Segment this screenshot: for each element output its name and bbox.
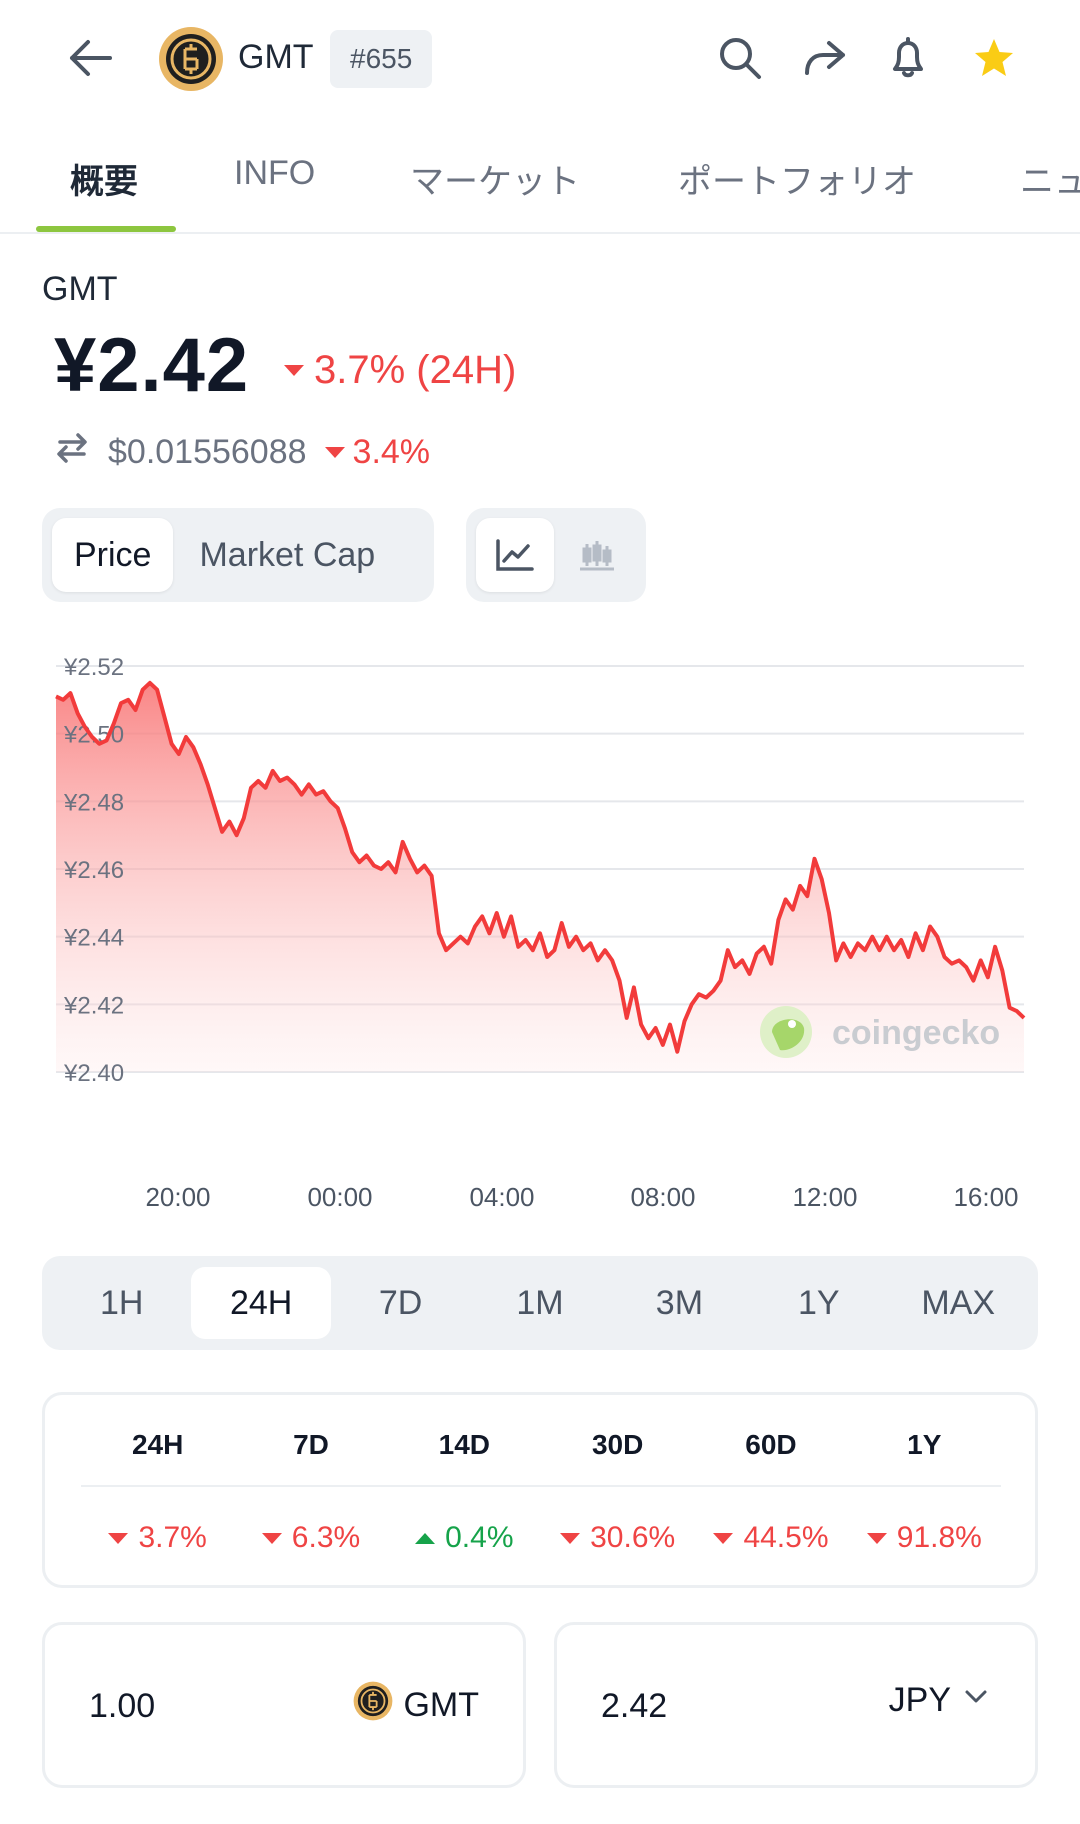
period-change-cell: 3.7% (81, 1521, 234, 1555)
share-icon[interactable] (798, 32, 850, 84)
currency-dropdown[interactable]: JPY (889, 1681, 991, 1720)
caret-up-icon (415, 1532, 436, 1544)
usd-price: $0.01556088 (108, 433, 307, 471)
x-tick-label: 04:00 (469, 1182, 534, 1212)
converter-from-currency: GMT (353, 1681, 479, 1730)
period-change-cell: 91.8% (848, 1521, 1001, 1555)
period-change-value: 6.3% (291, 1521, 361, 1554)
y-tick-label: ¥2.46 (63, 857, 124, 884)
range-24h-button[interactable]: 24H (191, 1267, 331, 1339)
app-header: GMT #655 (0, 0, 1080, 120)
y-axis-labels: ¥2.52¥2.50¥2.48¥2.46¥2.44¥2.42¥2.40 (63, 654, 124, 1087)
star-icon[interactable] (968, 32, 1020, 84)
active-tab-indicator (36, 226, 176, 232)
usd-price-row: $0.01556088 3.4% (54, 430, 430, 475)
caret-down-icon (261, 1532, 282, 1544)
period-header: 1Y (907, 1429, 942, 1460)
price-chart[interactable]: ¥2.52 ¥2.50 ¥2.48 ¥2.46 ¥2.44 ¥2.42 ¥2.40 coin… (0, 640, 1080, 1220)
coin-name: GMT (42, 270, 118, 308)
price-change-24h: 3.7% (24H) (284, 348, 516, 393)
tab-bar: 概要 INFO マーケット ポートフォリオ ニュ (0, 140, 1080, 234)
price-change-text: 3.7% (24H) (314, 348, 517, 392)
period-change-cell: 0.4% (388, 1521, 541, 1555)
x-tick-label: 08:00 (630, 1182, 695, 1212)
price-toggle-button[interactable]: Price (52, 518, 174, 592)
usd-change-text: 3.4% (352, 433, 431, 471)
x-tick-label: 20:00 (145, 1182, 210, 1212)
metric-toggle: Price Market Cap (42, 508, 434, 602)
performance-table: 24H 7D 14D 30D 60D 1Y 3.7% 6.3% 0.4% 30.6% 44.5% 9… (42, 1392, 1038, 1588)
converter-to-input[interactable]: 2.42 (601, 1687, 668, 1725)
caret-down-icon (713, 1532, 734, 1544)
coin-symbol: GMT (238, 38, 314, 76)
period-change-value: 91.8% (896, 1521, 982, 1554)
line-chart-icon[interactable] (476, 518, 554, 592)
rank-badge: #655 (330, 30, 433, 88)
price-area-fill (56, 682, 1024, 1072)
range-max-button[interactable]: MAX (921, 1283, 996, 1322)
performance-value-row: 3.7% 6.3% 0.4% 30.6% 44.5% 91.8% (81, 1521, 1001, 1555)
tab-overview[interactable]: 概要 (70, 163, 138, 201)
period-change-value: 30.6% (590, 1521, 676, 1554)
swap-icon[interactable] (54, 430, 90, 475)
range-1y-button[interactable]: 1Y (798, 1283, 840, 1322)
period-change-value: 0.4% (445, 1521, 514, 1554)
search-icon[interactable] (714, 32, 766, 84)
candlestick-chart-icon[interactable] (558, 518, 636, 592)
y-tick-label: ¥2.40 (63, 1060, 124, 1087)
period-change-cell: 30.6% (541, 1521, 694, 1555)
from-currency-label: GMT (403, 1686, 479, 1724)
divider (81, 1485, 1001, 1487)
period-header: 24H (131, 1429, 184, 1460)
to-currency-label: JPY (888, 1681, 951, 1719)
price-line (55, 680, 1026, 1054)
usd-change: 3.4% (324, 433, 431, 472)
range-1h-button[interactable]: 1H (99, 1283, 144, 1322)
chart-style-toggle (466, 508, 646, 602)
price-value: ¥2.42 (54, 323, 250, 408)
range-3m-button[interactable]: 3M (655, 1283, 704, 1322)
tab-portfolio[interactable]: ポートフォリオ (678, 163, 916, 201)
time-range-selector: 1H 24H 7D 1M 3M 1Y MAX (42, 1256, 1038, 1350)
x-tick-label: 00:00 (307, 1182, 372, 1212)
x-tick-label: 16:00 (953, 1182, 1018, 1212)
tab-news[interactable]: ニュ (1020, 163, 1080, 201)
period-header: 14D (438, 1429, 490, 1460)
range-1m-button[interactable]: 1M (516, 1283, 564, 1322)
y-tick-label: ¥2.44 (63, 925, 124, 952)
chevron-down-icon (961, 1681, 991, 1720)
period-header: 30D (591, 1429, 644, 1460)
converter-from-box[interactable]: 1.00 GMT (42, 1622, 526, 1788)
caret-down-icon (108, 1532, 129, 1544)
coingecko-watermark: coingecko (760, 1006, 1000, 1058)
y-tick-label: ¥2.48 (63, 789, 124, 816)
converter-from-input[interactable]: 1.00 (89, 1687, 156, 1725)
caret-down-icon (560, 1532, 581, 1544)
tab-markets[interactable]: マーケット (410, 163, 580, 201)
gmt-logo-icon (158, 26, 224, 92)
y-tick-label: ¥2.42 (63, 992, 124, 1019)
period-change-value: 3.7% (138, 1521, 207, 1554)
y-tick-label: ¥2.52 (63, 654, 124, 681)
performance-header-row: 24H 7D 14D 30D 60D 1Y (81, 1429, 1001, 1461)
gmt-logo-icon (353, 1681, 393, 1730)
range-7d-button[interactable]: 7D (378, 1283, 423, 1322)
back-arrow-icon[interactable] (62, 30, 118, 86)
market-cap-toggle-button[interactable]: Market Cap (199, 535, 376, 574)
period-header: 60D (745, 1429, 797, 1460)
converter-to-box[interactable]: 2.42 JPY (554, 1622, 1038, 1788)
x-tick-label: 12:00 (792, 1182, 857, 1212)
period-header: 7D (293, 1429, 329, 1460)
caret-down-icon (324, 447, 345, 458)
watermark-text: coingecko (832, 1014, 1000, 1052)
caret-down-icon (284, 365, 304, 376)
period-change-cell: 6.3% (234, 1521, 387, 1555)
period-change-value: 44.5% (743, 1521, 829, 1554)
caret-down-icon (866, 1532, 887, 1544)
period-change-cell: 44.5% (694, 1521, 847, 1555)
bell-icon[interactable] (882, 32, 934, 84)
x-axis-labels: 20:00 00:00 04:00 08:00 12:00 16:00 (145, 1182, 1018, 1212)
tab-info[interactable]: INFO (234, 154, 316, 192)
